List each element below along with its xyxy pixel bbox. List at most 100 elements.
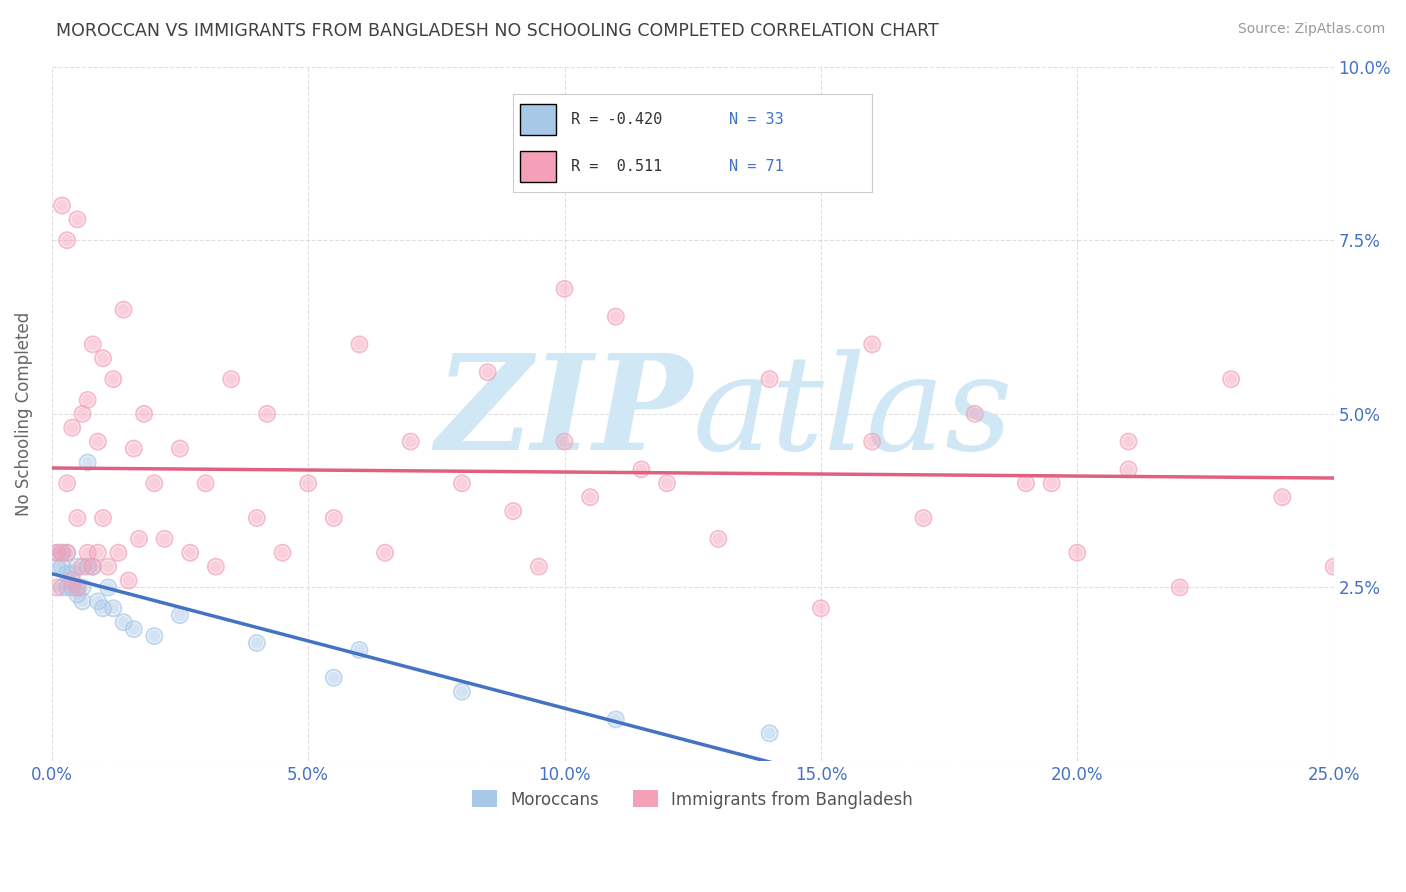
Text: Source: ZipAtlas.com: Source: ZipAtlas.com bbox=[1237, 22, 1385, 37]
Point bbox=[143, 476, 166, 491]
Point bbox=[56, 581, 79, 595]
Point bbox=[1118, 434, 1140, 449]
Point bbox=[912, 511, 935, 525]
Point bbox=[169, 608, 191, 623]
Point bbox=[1271, 490, 1294, 504]
Point bbox=[66, 559, 89, 574]
Point bbox=[60, 421, 83, 435]
Point bbox=[502, 504, 524, 518]
Point bbox=[246, 511, 269, 525]
Point bbox=[1015, 476, 1038, 491]
Point bbox=[56, 546, 79, 560]
Point bbox=[143, 629, 166, 643]
Point bbox=[122, 442, 145, 456]
Point bbox=[271, 546, 294, 560]
Point bbox=[112, 302, 135, 317]
Point bbox=[72, 559, 94, 574]
Point bbox=[66, 581, 89, 595]
Point bbox=[56, 233, 79, 247]
Point bbox=[76, 392, 98, 407]
Legend: Moroccans, Immigrants from Bangladesh: Moroccans, Immigrants from Bangladesh bbox=[465, 784, 920, 815]
Point bbox=[56, 566, 79, 581]
Point bbox=[97, 559, 120, 574]
Point bbox=[56, 546, 79, 560]
Point bbox=[1168, 581, 1191, 595]
Point bbox=[349, 643, 371, 657]
Point bbox=[451, 684, 474, 698]
Point bbox=[132, 407, 155, 421]
Point bbox=[1040, 476, 1063, 491]
Point bbox=[60, 566, 83, 581]
Point bbox=[1066, 546, 1088, 560]
Point bbox=[118, 574, 141, 588]
Point bbox=[179, 546, 201, 560]
Point bbox=[179, 546, 201, 560]
Point bbox=[51, 581, 73, 595]
Point bbox=[630, 462, 652, 476]
Point bbox=[605, 713, 627, 727]
Point bbox=[758, 726, 780, 740]
Point bbox=[153, 532, 176, 546]
Point bbox=[169, 442, 191, 456]
Point bbox=[66, 212, 89, 227]
Point bbox=[122, 622, 145, 636]
Point bbox=[219, 372, 242, 386]
Point bbox=[605, 310, 627, 324]
Point bbox=[322, 671, 344, 685]
Point bbox=[51, 559, 73, 574]
Point bbox=[72, 407, 94, 421]
Point bbox=[322, 511, 344, 525]
Point bbox=[271, 546, 294, 560]
Point bbox=[169, 608, 191, 623]
Point bbox=[45, 559, 67, 574]
Point bbox=[91, 351, 114, 366]
Point bbox=[860, 434, 883, 449]
Point bbox=[82, 559, 104, 574]
Point bbox=[56, 581, 79, 595]
Point bbox=[758, 372, 780, 386]
Point bbox=[246, 511, 269, 525]
Point bbox=[655, 476, 678, 491]
Point bbox=[56, 476, 79, 491]
Point bbox=[322, 671, 344, 685]
Point bbox=[194, 476, 217, 491]
Point bbox=[87, 594, 110, 608]
Point bbox=[122, 442, 145, 456]
Point bbox=[103, 601, 125, 615]
Point bbox=[1220, 372, 1243, 386]
Point bbox=[143, 476, 166, 491]
Point bbox=[107, 546, 129, 560]
Point bbox=[60, 581, 83, 595]
Point bbox=[82, 337, 104, 351]
Point bbox=[56, 546, 79, 560]
Point bbox=[91, 601, 114, 615]
Point bbox=[374, 546, 396, 560]
Point bbox=[322, 511, 344, 525]
Point bbox=[810, 601, 832, 615]
Point bbox=[51, 198, 73, 212]
Point bbox=[103, 372, 125, 386]
Point bbox=[66, 581, 89, 595]
Point bbox=[205, 559, 228, 574]
Point bbox=[87, 546, 110, 560]
Point bbox=[630, 462, 652, 476]
Point bbox=[399, 434, 422, 449]
Point bbox=[451, 476, 474, 491]
Point bbox=[76, 392, 98, 407]
Point bbox=[66, 212, 89, 227]
Point bbox=[60, 581, 83, 595]
Point bbox=[707, 532, 730, 546]
Point bbox=[51, 546, 73, 560]
Y-axis label: No Schooling Completed: No Schooling Completed bbox=[15, 311, 32, 516]
Point bbox=[66, 587, 89, 601]
Point bbox=[51, 198, 73, 212]
Point bbox=[66, 559, 89, 574]
Point bbox=[579, 490, 602, 504]
Point bbox=[399, 434, 422, 449]
Point bbox=[553, 282, 575, 296]
Point bbox=[1066, 546, 1088, 560]
Point bbox=[1118, 434, 1140, 449]
Point bbox=[1168, 581, 1191, 595]
Point bbox=[60, 574, 83, 588]
Point bbox=[297, 476, 319, 491]
